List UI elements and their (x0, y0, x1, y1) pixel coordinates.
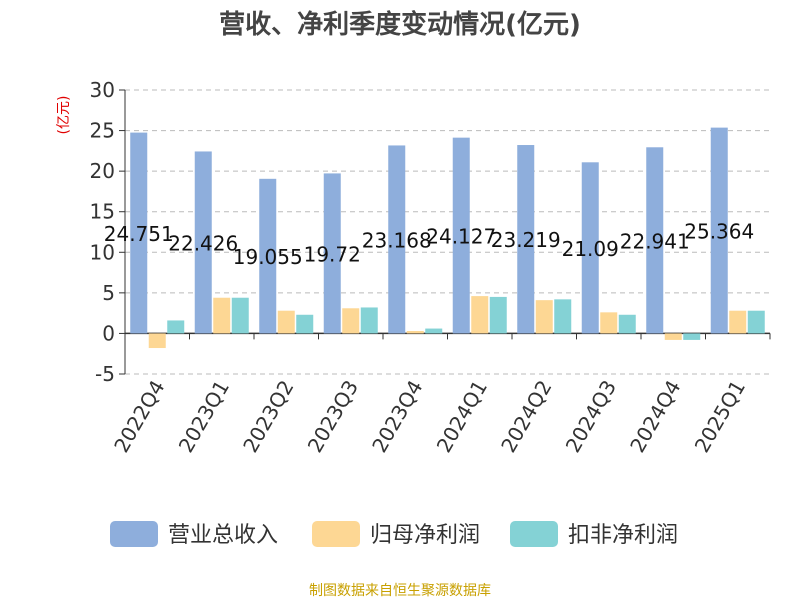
bar-2022Q4-s2 (167, 320, 185, 334)
x-tick-label: 2023Q3 (303, 376, 363, 457)
bar-2024Q4-s0 (646, 147, 664, 334)
y-axis-label: (亿元) (56, 96, 72, 135)
x-tick-label: 2024Q2 (496, 376, 556, 457)
bar-2025Q1-s2 (747, 310, 765, 334)
x-tick-label: 2024Q3 (561, 376, 621, 457)
data-label: 22.426 (168, 231, 238, 255)
data-label: 19.055 (233, 245, 303, 269)
data-label: 24.127 (426, 225, 496, 249)
bar-2024Q2-s1 (535, 300, 553, 334)
y-tick-label: 15 (90, 200, 115, 224)
bars (130, 127, 765, 349)
legend-label: 营业总收入 (168, 523, 278, 548)
bar-2023Q3-s1 (342, 308, 360, 334)
x-tick-label: 2025Q1 (690, 376, 750, 457)
legend-label: 归母净利润 (370, 523, 480, 548)
data-label: 23.219 (491, 228, 561, 252)
bar-2023Q4-s0 (388, 145, 406, 334)
y-tick-label: 20 (90, 159, 115, 183)
y-tick-label: 0 (102, 321, 115, 345)
bar-2023Q4-s1 (406, 330, 424, 334)
x-tick-label: 2023Q4 (367, 376, 427, 457)
bar-2024Q2-s0 (517, 145, 535, 334)
y-tick-label: 10 (90, 240, 115, 264)
y-axis: -5 0 5 10 15 20 25 30 (90, 78, 126, 386)
bar-2023Q4-s2 (425, 328, 443, 334)
bar-2025Q1-s1 (729, 310, 747, 334)
bar-2024Q1-s0 (452, 137, 470, 334)
y-tick-label: 30 (90, 78, 115, 102)
bar-2024Q3-s1 (600, 312, 618, 334)
bar-2022Q4-s0 (130, 132, 148, 334)
bar-2024Q1-s1 (471, 296, 489, 334)
bar-2023Q1-s2 (231, 297, 249, 334)
bar-2024Q2-s2 (554, 299, 572, 334)
legend-swatch (510, 521, 558, 547)
bar-2022Q4-s1 (148, 333, 166, 349)
x-tick-label: 2022Q4 (109, 376, 169, 457)
bar-2023Q1-s1 (213, 297, 231, 334)
data-label: 23.168 (362, 228, 432, 252)
x-tick-label: 2023Q1 (174, 376, 234, 457)
x-axis: 2022Q4 2023Q1 2023Q2 2023Q3 2023Q4 2024Q1 2024… (109, 332, 771, 457)
x-tick-label: 2024Q1 (432, 376, 492, 457)
data-label: 21.09 (562, 237, 619, 261)
bar-2023Q1-s0 (194, 151, 212, 334)
bar-2024Q3-s0 (581, 162, 599, 334)
bar-2023Q3-s0 (323, 173, 341, 334)
bar-2023Q2-s0 (259, 178, 277, 334)
y-tick-label: 25 (90, 119, 115, 143)
bar-2025Q1-s0 (710, 127, 728, 334)
bar-2023Q2-s1 (277, 310, 295, 334)
chart-title: 营收、净利季度变动情况(亿元) (219, 9, 581, 40)
bar-2024Q4-s2 (683, 333, 701, 340)
bar-2024Q3-s2 (618, 314, 636, 334)
y-tick-label: -5 (95, 362, 115, 386)
source-note: 制图数据来自恒生聚源数据库 (309, 583, 491, 599)
data-label: 24.751 (104, 222, 174, 246)
legend-swatch (312, 521, 360, 547)
x-tick-label: 2023Q2 (238, 376, 298, 457)
bar-2024Q4-s1 (664, 333, 682, 340)
data-label: 25.364 (684, 220, 754, 244)
data-label: 19.72 (304, 242, 361, 266)
legend-swatch (110, 521, 158, 547)
bar-2023Q2-s2 (296, 314, 314, 334)
legend-label: 扣非净利润 (568, 523, 678, 548)
x-tick-label: 2024Q4 (625, 376, 685, 457)
data-label: 22.941 (620, 229, 690, 253)
bar-2023Q3-s2 (360, 307, 378, 334)
y-tick-label: 5 (102, 281, 115, 305)
legend: 营业总收入 归母净利润 扣非净利润 (110, 521, 678, 548)
bar-2024Q1-s2 (489, 296, 507, 334)
